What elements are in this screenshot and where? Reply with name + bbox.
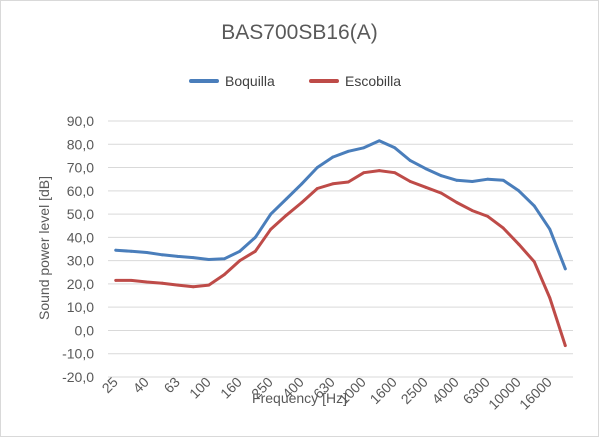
data-point-boquilla [362,146,366,150]
x-tick-label: 250 [248,374,276,402]
data-point-escobilla [269,227,273,231]
data-point-boquilla [269,212,273,216]
series-line-escobilla [114,169,567,348]
data-point-boquilla [470,180,474,183]
chart-title: BAS700SB16(A) [221,21,378,44]
data-point-boquilla [315,166,319,169]
data-point-boquilla [439,174,443,178]
data-point-boquilla [300,182,304,186]
data-point-escobilla [160,281,164,285]
data-point-escobilla [253,249,257,253]
data-point-boquilla [563,267,567,271]
data-point-boquilla [486,177,490,181]
y-tick-label: -10,0 [62,346,94,362]
data-point-boquilla [393,146,397,150]
x-axis-title: Frequency [Hz] [252,390,347,406]
data-point-boquilla [548,227,552,231]
data-point-escobilla [145,280,149,284]
data-point-escobilla [548,296,552,300]
data-point-boquilla [377,139,381,143]
x-tick-label: 1000 [336,374,369,407]
data-point-boquilla [501,178,505,182]
data-point-boquilla [408,159,412,162]
y-tick-label: -20,0 [62,369,94,385]
data-point-escobilla [238,259,242,263]
y-tick-label: 50,0 [67,206,94,222]
data-point-boquilla [160,253,164,257]
x-tick-label: 2500 [398,374,431,407]
data-point-escobilla [377,169,381,172]
data-point-escobilla [486,215,490,218]
y-tick-label: 10,0 [67,299,94,315]
y-tick-label: 20,0 [67,276,94,292]
data-point-escobilla [176,283,180,287]
data-point-escobilla [455,201,459,204]
data-point-escobilla [424,185,428,189]
data-point-escobilla [129,279,133,282]
data-point-boquilla [207,258,211,261]
x-tick-label: 10000 [485,374,524,413]
x-tick-label: 16000 [516,374,555,413]
data-point-escobilla [346,180,350,184]
series-line-boquilla [114,139,567,271]
data-point-boquilla [424,167,428,171]
y-tick-label: 40,0 [67,229,94,245]
y-tick-label: 70,0 [67,160,94,176]
y-tick-label: 60,0 [67,183,94,199]
data-point-escobilla [393,171,397,175]
data-point-boquilla [145,251,149,254]
legend-label-escobilla: Escobilla [345,73,402,89]
y-tick-label: 30,0 [67,253,94,269]
data-point-escobilla [284,213,288,217]
data-point-boquilla [455,178,459,182]
data-point-boquilla [346,149,350,153]
data-point-boquilla [532,204,536,208]
x-tick-label: 160 [217,374,245,402]
data-point-escobilla [222,273,226,276]
data-point-escobilla [207,283,211,287]
data-point-boquilla [222,257,226,261]
data-point-escobilla [408,180,412,183]
x-tick-label: 400 [279,374,307,402]
data-point-boquilla [176,255,180,258]
data-point-boquilla [114,248,118,252]
data-point-escobilla [191,285,195,289]
data-point-boquilla [129,249,133,253]
data-point-escobilla [532,260,536,264]
y-tick-label: 0,0 [75,322,95,338]
x-tick-label: 100 [186,374,214,402]
legend-item-escobilla: Escobilla [309,73,401,89]
x-tick-label: 4000 [429,374,462,407]
x-tick-label: 1600 [367,374,400,407]
y-tick-label: 90,0 [67,113,94,129]
data-point-escobilla [331,182,335,186]
data-point-boquilla [331,155,335,159]
data-point-boquilla [253,235,257,239]
legend-label-boquilla: Boquilla [225,73,275,89]
data-point-escobilla [114,279,118,282]
y-tick-label: 80,0 [67,136,94,152]
data-point-escobilla [563,344,567,347]
x-tick-label: 630 [310,374,338,402]
data-point-escobilla [501,226,505,230]
data-point-boquilla [238,249,242,253]
data-point-boquilla [517,189,521,193]
data-point-escobilla [439,191,443,195]
data-point-escobilla [362,171,366,175]
data-point-escobilla [315,187,319,190]
data-point-boquilla [284,197,288,201]
data-point-escobilla [300,201,304,204]
legend-item-boquilla: Boquilla [189,73,275,89]
data-point-boquilla [191,256,195,260]
legend: Boquilla Escobilla [0,73,599,91]
data-point-escobilla [517,242,521,246]
data-point-escobilla [470,209,474,213]
legend-swatch-escobilla [309,79,339,83]
legend-swatch-boquilla [189,79,219,83]
